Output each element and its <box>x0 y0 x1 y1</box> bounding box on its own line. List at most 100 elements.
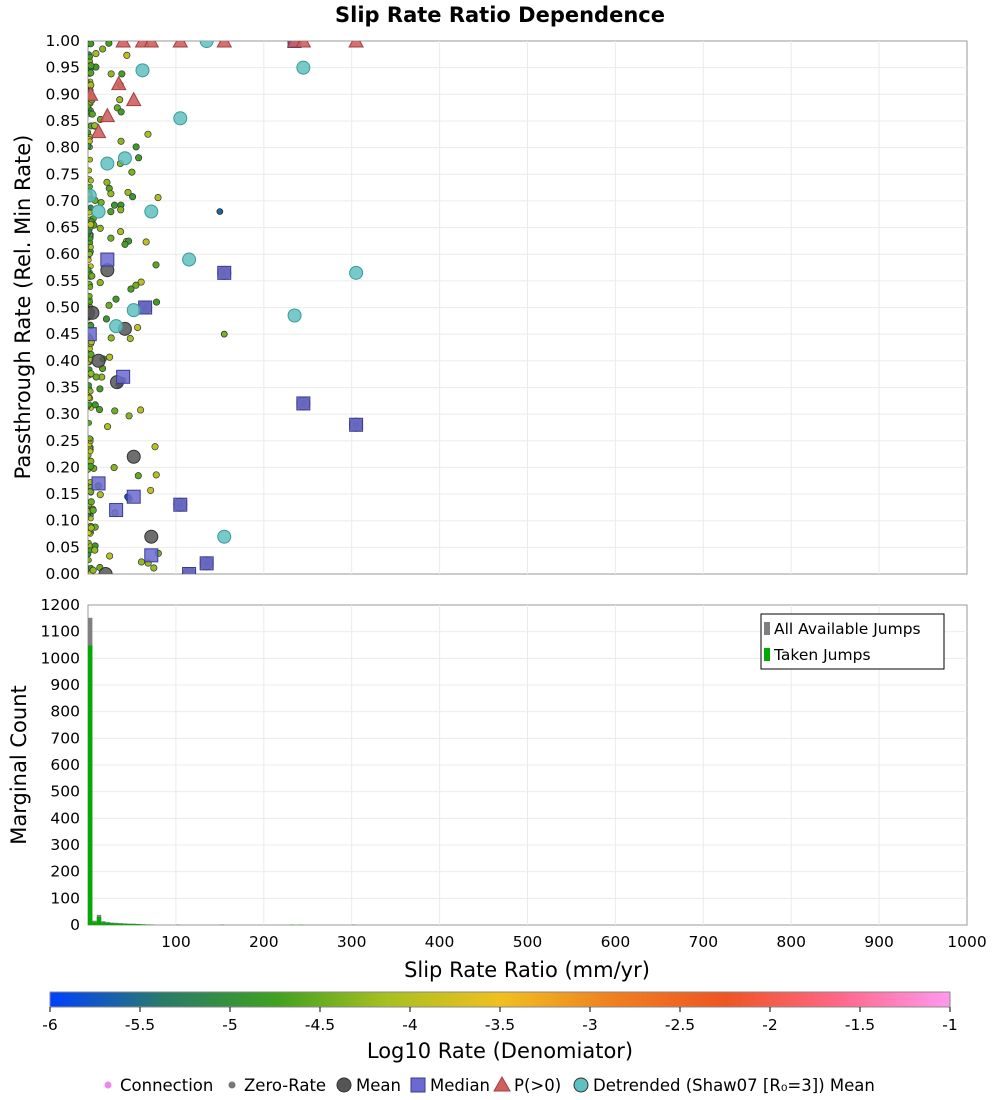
connection-point <box>121 240 129 248</box>
connection-point <box>99 45 107 53</box>
connection-point <box>88 53 94 60</box>
connection-point <box>137 558 146 566</box>
legend-label: P(>0) <box>514 1076 561 1095</box>
connection-point <box>154 194 162 202</box>
mean-marker <box>144 529 159 544</box>
colorbar-tick-label: -1.5 <box>845 1016 875 1034</box>
scatter-y-tick-label: 0.25 <box>45 432 80 450</box>
histogram-y-tick-label: 500 <box>50 783 80 801</box>
connection-point <box>88 515 94 522</box>
connection-point <box>137 406 145 414</box>
histogram-bar <box>136 924 141 925</box>
legend-swatch-all-jumps <box>764 622 770 635</box>
histogram-bar <box>114 923 119 925</box>
p-positive-marker <box>99 107 116 123</box>
scatter-grid <box>88 41 967 574</box>
connection-point <box>88 41 95 48</box>
connection-point <box>88 183 93 190</box>
connection-point <box>220 330 228 338</box>
colorbar-label: Log10 Rate (Denomiator) <box>367 1039 633 1063</box>
connection-point <box>88 167 93 174</box>
connection-point <box>124 188 132 196</box>
scatter-y-tick-label: 0.70 <box>45 192 80 210</box>
connection-point <box>105 41 113 47</box>
median-marker <box>109 503 124 518</box>
connection-point <box>88 370 95 378</box>
connection-point <box>151 443 159 451</box>
connection-point <box>134 323 142 332</box>
connection-point <box>104 423 112 431</box>
connection-point <box>88 272 96 280</box>
connection-point <box>88 448 94 455</box>
colorbar-tick-label: -3.5 <box>485 1016 515 1034</box>
connection-point <box>107 208 115 216</box>
histogram-y-tick-label: 0 <box>70 916 80 934</box>
detrended-mean-marker <box>88 188 97 203</box>
histogram-y-tick-label: 1000 <box>41 649 80 667</box>
histogram-bar <box>92 922 97 925</box>
histogram-x-ticks: 100 200 300 400 500 600 700 800 900 1000 <box>161 933 987 951</box>
histogram-bar <box>131 924 137 925</box>
histogram-x-tick-label: 300 <box>337 933 367 951</box>
connection-point <box>88 435 93 442</box>
legend-label-taken-jumps: Taken Jumps <box>773 646 871 664</box>
connection-point <box>89 506 97 514</box>
detrended-mean-marker <box>135 63 150 78</box>
colorbar-tick-label: -3 <box>582 1016 597 1034</box>
legend-label: Median <box>430 1076 490 1095</box>
histogram-bar <box>127 923 132 925</box>
mean-marker <box>91 353 106 368</box>
histogram-y-tick-label: 100 <box>50 889 80 907</box>
connection-point <box>144 130 152 138</box>
scatter-y-tick-label: 0.85 <box>45 112 80 130</box>
histogram-x-axis-label: Slip Rate Ratio (mm/yr) <box>404 958 650 982</box>
scatter-y-ticks: 0.00 0.05 0.10 0.15 0.20 0.25 0.30 0.35 0.40 0.45… <box>45 32 80 583</box>
median-marker <box>100 252 115 267</box>
histogram-bar <box>101 922 106 925</box>
legend-item: Zero-Rate <box>228 1076 326 1095</box>
histogram-x-tick-label: 700 <box>689 933 719 951</box>
legend-marker <box>104 1081 112 1089</box>
connection-point <box>88 284 94 291</box>
detrended-mean-marker <box>182 252 197 267</box>
connection-point <box>88 350 95 358</box>
connection-point <box>123 51 131 59</box>
scatter-y-tick-label: 0.55 <box>45 272 80 290</box>
detrended-mean-marker <box>199 41 214 48</box>
legend-label: Detrended (Shaw07 [R₀=3]) Mean <box>593 1076 875 1095</box>
scatter-y-axis-label: Passthrough Rate (Rel. Min Rate) <box>11 135 35 480</box>
connection-point <box>92 50 100 58</box>
connection-point <box>129 193 137 201</box>
scatter-y-tick-label: 0.35 <box>45 378 80 396</box>
connection-point <box>127 285 135 293</box>
detrended-mean-marker <box>100 156 115 171</box>
p-positive-marker <box>216 41 233 48</box>
histogram-x-tick-label: 900 <box>864 933 894 951</box>
histogram-x-tick-label: 400 <box>425 933 455 951</box>
colorbar-tick-label: -5 <box>222 1016 237 1034</box>
scatter-y-tick-label: 0.75 <box>45 165 80 183</box>
histogram-x-tick-label: 800 <box>776 933 806 951</box>
median-marker <box>296 396 311 411</box>
p-positive-marker <box>110 75 127 91</box>
histogram-bar <box>118 923 124 925</box>
histogram-bar <box>145 924 150 925</box>
connection-point <box>88 419 93 426</box>
p-positive-marker <box>295 41 312 48</box>
connection-point <box>88 524 95 532</box>
median-marker <box>88 327 97 342</box>
connection-point <box>118 70 126 78</box>
colorbar-tick-label: -2.5 <box>665 1016 695 1034</box>
detrended-mean-marker <box>126 303 141 318</box>
connection-point <box>96 224 104 232</box>
histogram-bars <box>88 617 357 925</box>
colorbar-tick-label: -4 <box>402 1016 417 1034</box>
connection-point <box>88 177 94 184</box>
histogram-y-tick-label: 800 <box>50 703 80 721</box>
connection-point <box>105 301 113 309</box>
connection-point <box>117 206 125 214</box>
connection-point <box>132 281 140 289</box>
detrended-mean-marker <box>287 308 302 323</box>
connection-point <box>88 498 95 506</box>
